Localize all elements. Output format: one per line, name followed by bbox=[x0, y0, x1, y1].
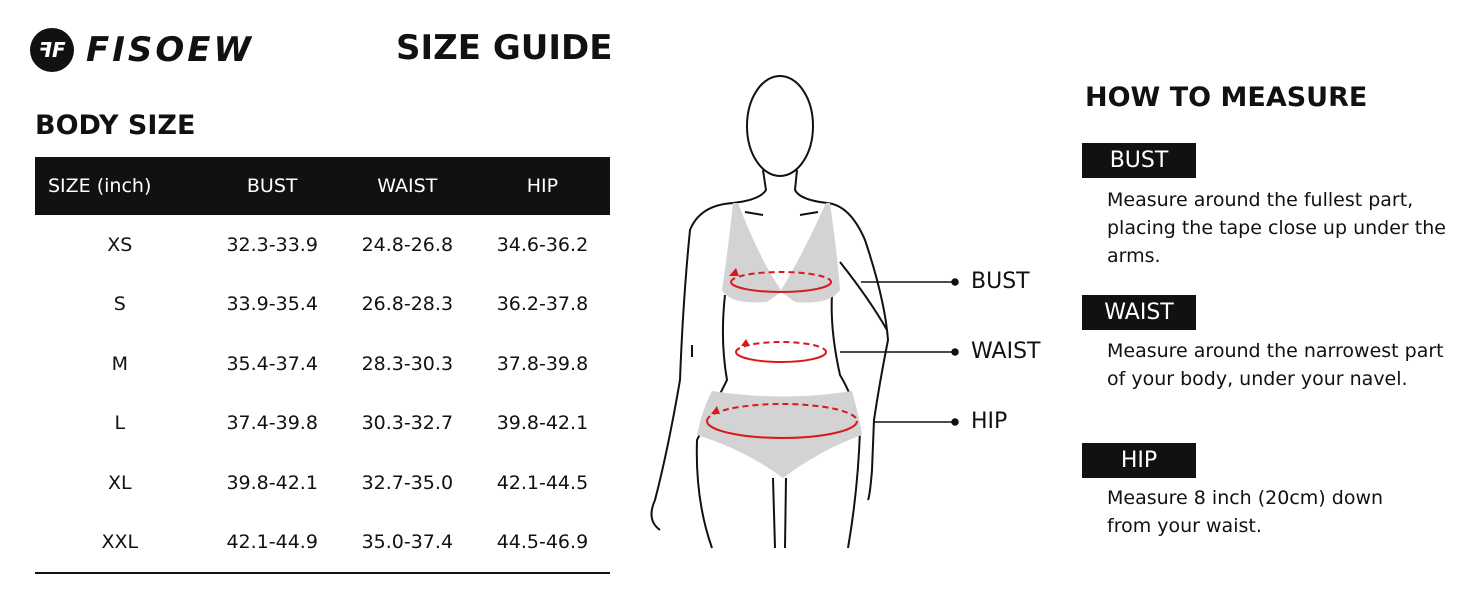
figure-label-hip: HIP bbox=[971, 409, 1008, 434]
table-row: XS 32.3-33.9 24.8-26.8 34.6-36.2 bbox=[35, 215, 610, 275]
table-cell: 42.1-44.5 bbox=[496, 471, 589, 494]
table-cell: 35.0-37.4 bbox=[339, 512, 475, 574]
brand: ꟻF FISOEW bbox=[30, 28, 254, 72]
column-header: WAIST bbox=[377, 175, 438, 197]
table-header: SIZE (inch) BUST WAIST HIP bbox=[35, 157, 610, 215]
table-cell: 32.7-35.0 bbox=[361, 471, 454, 494]
bust-description: Measure around the fullest part, placing… bbox=[1107, 189, 1446, 267]
waist-tag: WAIST bbox=[1082, 295, 1196, 330]
table-row: XL 39.8-42.1 32.7-35.0 42.1-44.5 bbox=[35, 453, 610, 513]
table-cell: 30.3-32.7 bbox=[361, 412, 454, 435]
bra bbox=[722, 203, 840, 303]
hip-tag: HIP bbox=[1082, 443, 1196, 478]
table-cell: XXL bbox=[35, 512, 205, 574]
table-cell: 34.6-36.2 bbox=[496, 233, 589, 256]
table-cell: 44.5-46.9 bbox=[474, 512, 610, 574]
neck bbox=[650, 169, 768, 531]
column-header: SIZE (inch) bbox=[48, 175, 152, 197]
table-cell: 28.3-30.3 bbox=[361, 352, 454, 375]
table-row: S 33.9-35.4 26.8-28.3 36.2-37.8 bbox=[35, 275, 610, 335]
size-table: SIZE (inch) BUST WAIST HIP XS 32.3-33.9 24… bbox=[35, 157, 610, 574]
table-cell: S bbox=[113, 293, 126, 316]
hip-description: Measure 8 inch (20cm) down from your wai… bbox=[1107, 487, 1384, 537]
page-title: SIZE GUIDE bbox=[396, 28, 613, 68]
bust-tag: BUST bbox=[1082, 143, 1196, 178]
table-cell: 39.8-42.1 bbox=[226, 471, 318, 494]
head bbox=[746, 75, 814, 177]
table-cell: 42.1-44.9 bbox=[204, 512, 340, 574]
arrow-icons bbox=[711, 268, 750, 414]
table-cell: 35.4-37.4 bbox=[226, 352, 318, 375]
waist-description: Measure around the narrowest part of you… bbox=[1107, 340, 1444, 390]
column-header: BUST bbox=[246, 175, 298, 197]
table-cell: L bbox=[114, 412, 126, 435]
figure-label-bust: BUST bbox=[971, 269, 1030, 294]
column-header: HIP bbox=[526, 175, 559, 197]
figure-label-waist: WAIST bbox=[971, 339, 1041, 364]
table-cell: XL bbox=[108, 471, 132, 494]
table-cell: 33.9-35.4 bbox=[226, 293, 318, 316]
table-cell: XS bbox=[107, 233, 133, 256]
brand-logo-icon: ꟻF bbox=[30, 28, 74, 72]
table-cell: 32.3-33.9 bbox=[226, 233, 318, 256]
table-cell: 37.4-39.8 bbox=[226, 412, 318, 435]
table-cell: 26.8-28.3 bbox=[361, 293, 454, 316]
table-cell: 36.2-37.8 bbox=[496, 293, 589, 316]
table-row: XXL 42.1-44.9 35.0-37.4 44.5-46.9 bbox=[35, 512, 610, 574]
table-cell: 39.8-42.1 bbox=[496, 412, 589, 435]
leader-lines bbox=[840, 278, 959, 426]
table-cell: 37.8-39.8 bbox=[496, 352, 589, 375]
brand-name: FISOEW bbox=[86, 30, 254, 70]
table-row: M 35.4-37.4 28.3-30.3 37.8-39.8 bbox=[35, 334, 610, 394]
table-cell: 24.8-26.8 bbox=[361, 233, 454, 256]
briefs bbox=[697, 391, 862, 478]
how-to-measure-heading: HOW TO MEASURE bbox=[1085, 82, 1368, 113]
body-size-heading: BODY SIZE bbox=[35, 110, 196, 141]
table-cell: M bbox=[111, 352, 129, 375]
table-row: L 37.4-39.8 30.3-32.7 39.8-42.1 bbox=[35, 394, 610, 454]
